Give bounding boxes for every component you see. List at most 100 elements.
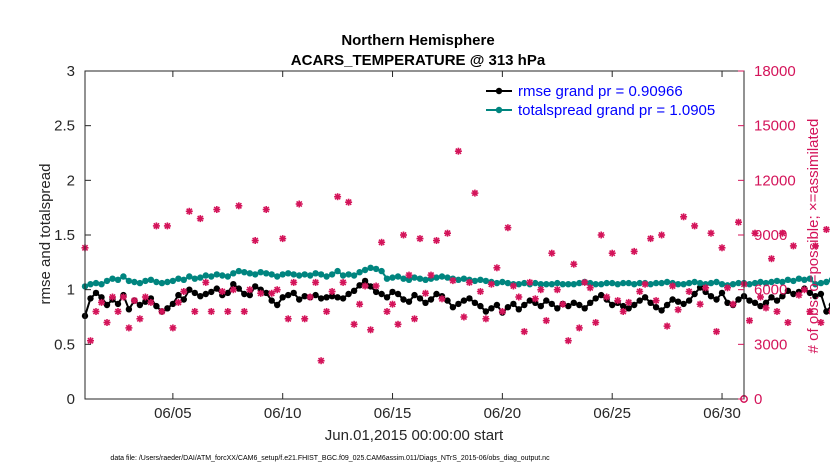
spread-point-13 — [153, 278, 160, 286]
obs-assimilated-point-68 — [454, 147, 462, 155]
spread-point-90 — [576, 279, 583, 287]
rmse-point-107 — [669, 296, 676, 303]
rmse-point-53 — [372, 288, 380, 296]
x-tick-label: 06/25 — [593, 405, 631, 422]
spread-point-35 — [274, 273, 281, 280]
obs-assimilated-point-129 — [789, 242, 797, 250]
obs-asterisk-stroke — [345, 199, 352, 206]
obs-assimilated-point-35 — [273, 286, 281, 294]
spread-point-3 — [98, 281, 105, 288]
obs-asterisk-stroke — [707, 230, 715, 237]
spread-point-48 — [345, 271, 352, 278]
spread-point-108 — [674, 281, 682, 288]
obs-assimilated-point-38 — [290, 278, 298, 286]
obs-assimilated-point-53 — [372, 282, 380, 290]
rmse-point-90 — [576, 301, 583, 309]
obs-asterisk-stroke — [823, 226, 830, 233]
obs-asterisk-stroke — [587, 284, 594, 291]
obs-asterisk-stroke — [208, 308, 215, 315]
spread-point-37 — [285, 270, 292, 277]
obs-asterisk-stroke — [230, 286, 237, 293]
x-tick-label: 06/15 — [374, 405, 412, 422]
spread-point-129 — [790, 277, 797, 285]
obs-assimilated-point-101 — [636, 288, 644, 295]
spread-point-30 — [246, 270, 253, 277]
obs-assimilated-point-65 — [438, 295, 446, 303]
obs-assimilated-point-99 — [625, 298, 633, 306]
obs-asterisk-stroke — [713, 328, 720, 335]
rmse-point-4 — [103, 301, 111, 309]
spread-point-5 — [109, 275, 116, 282]
obs-assimilated-point-95 — [603, 293, 611, 301]
chart-subtitle: ACARS_TEMPERATURE @ 313 hPa — [291, 52, 546, 69]
obs-asterisk-stroke — [98, 299, 105, 306]
rmse-point-17 — [175, 291, 182, 299]
spread-point-50 — [356, 269, 363, 276]
obs-asterisk-stroke — [779, 230, 786, 237]
chart-title: Northern Hemisphere — [341, 32, 494, 49]
obs-assimilated-point-48 — [345, 198, 353, 206]
obs-assimilated-point-60 — [411, 315, 418, 323]
x-tick-label: 06/05 — [154, 405, 192, 422]
obs-assimilated-point-72 — [476, 288, 484, 295]
rmse-point-22 — [202, 290, 209, 298]
obs-asterisk-stroke — [614, 297, 621, 304]
obs-assimilated-point-78 — [509, 282, 517, 290]
obs-asterisk-stroke — [510, 282, 517, 290]
rmse-point-37 — [285, 291, 292, 299]
spread-point-65 — [438, 273, 446, 280]
rmse-point-55 — [383, 294, 391, 301]
rmse-point-63 — [427, 296, 435, 303]
obs-asterisk-stroke — [691, 222, 698, 230]
spread-point-92 — [587, 279, 594, 287]
obs-assimilated-point-108 — [674, 306, 682, 314]
obs-asterisk-stroke — [663, 322, 671, 330]
obs-assimilated-point-125 — [768, 255, 775, 263]
spread-point-71 — [471, 277, 479, 285]
spread-point-42 — [312, 270, 319, 277]
spread-point-38 — [290, 271, 297, 278]
obs-asterisk-stroke — [301, 315, 308, 322]
obs-assimilated-point-124 — [762, 304, 770, 312]
rmse-point-29 — [241, 290, 248, 298]
obs-asterisk-stroke — [356, 301, 363, 308]
rmse-point-133 — [812, 293, 819, 300]
obs-asterisk-stroke — [460, 313, 468, 321]
rmse-point-15 — [164, 305, 171, 312]
spread-point-17 — [175, 275, 182, 282]
obs-assimilated-point-67 — [449, 277, 457, 285]
spread-point-46 — [334, 267, 341, 275]
rmse-point-125 — [768, 294, 775, 301]
rmse-point-126 — [773, 297, 781, 304]
y2-tick-label: 15000 — [754, 118, 796, 135]
y-tick-label: 1.5 — [54, 227, 75, 244]
obs-asterisk-stroke — [499, 308, 506, 315]
obs-assimilated-point-20 — [191, 308, 199, 315]
rmse-point-47 — [339, 295, 347, 302]
spread-point-31 — [252, 271, 259, 278]
spread-point-115 — [713, 278, 720, 286]
rmse-point-16 — [169, 300, 177, 308]
obs-assimilated-point-113 — [702, 284, 710, 292]
spread-point-62 — [422, 276, 429, 283]
obs-assimilated-point-109 — [680, 213, 688, 221]
obs-assimilated-point-28 — [235, 202, 243, 210]
rmse-point-89 — [570, 299, 577, 306]
spread-point-18 — [180, 276, 187, 283]
obs-assimilated-point-24 — [213, 206, 221, 213]
spread-point-111 — [691, 278, 698, 286]
obs-assimilated-point-123 — [757, 293, 764, 301]
y-axis-label: rmse and totalspread — [37, 164, 54, 305]
spread-point-52 — [367, 264, 374, 271]
rmse-point-121 — [746, 297, 753, 304]
obs-asterisk-stroke — [592, 319, 599, 326]
spread-point-21 — [197, 274, 204, 281]
obs-asterisk-stroke — [762, 304, 770, 312]
obs-assimilated-point-52 — [367, 326, 375, 334]
obs-asterisk-stroke — [658, 231, 665, 239]
rmse-point-10 — [136, 301, 144, 309]
rmse-point-57 — [394, 290, 402, 298]
obs-asterisk-stroke — [537, 286, 544, 293]
obs-assimilated-point-30 — [246, 286, 254, 294]
spread-point-16 — [169, 277, 177, 285]
